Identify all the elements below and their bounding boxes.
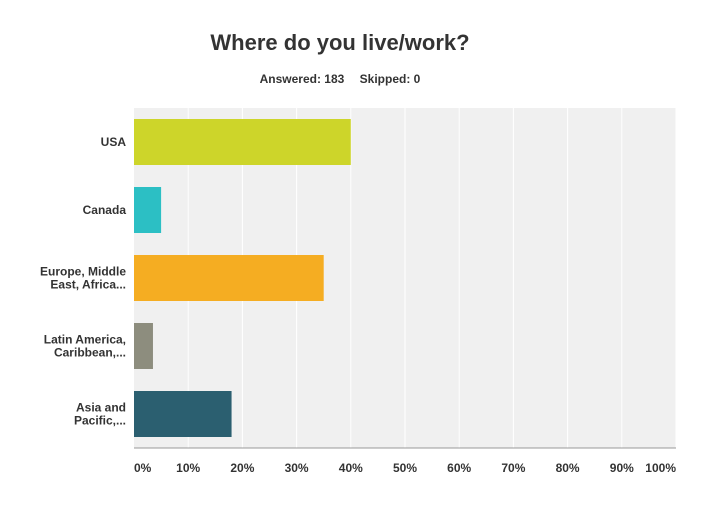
x-tick-label: 100% [645,461,676,475]
bar-0 [134,119,351,165]
category-label: USA [101,135,127,149]
response-stats: Answered: 183 Skipped: 0 [0,72,680,86]
chart-title: Where do you live/work? [210,30,470,55]
category-label: Europe, Middle East, Africa... [40,265,126,292]
bar-4 [134,391,232,437]
x-tick-label: 70% [501,461,525,475]
x-tick-label: 80% [556,461,580,475]
x-tick-label: 10% [176,461,200,475]
bar-3 [134,323,153,369]
skipped-count: Skipped: 0 [359,72,421,86]
category-label: Canada [83,203,127,217]
x-tick-label: 0% [134,461,152,475]
answered-count: Answered: 183 [259,72,345,86]
category-label: Latin America, Caribbean,... [44,333,126,360]
x-tick-label: 60% [447,461,471,475]
bar-2 [134,255,324,301]
x-tick-label: 50% [393,461,417,475]
x-tick-label: 40% [339,461,363,475]
x-tick-label: 20% [230,461,254,475]
x-tick-label: 30% [285,461,309,475]
bar-1 [134,187,162,233]
category-label: Asia and Pacific,... [74,401,126,428]
x-tick-label: 90% [610,461,634,475]
